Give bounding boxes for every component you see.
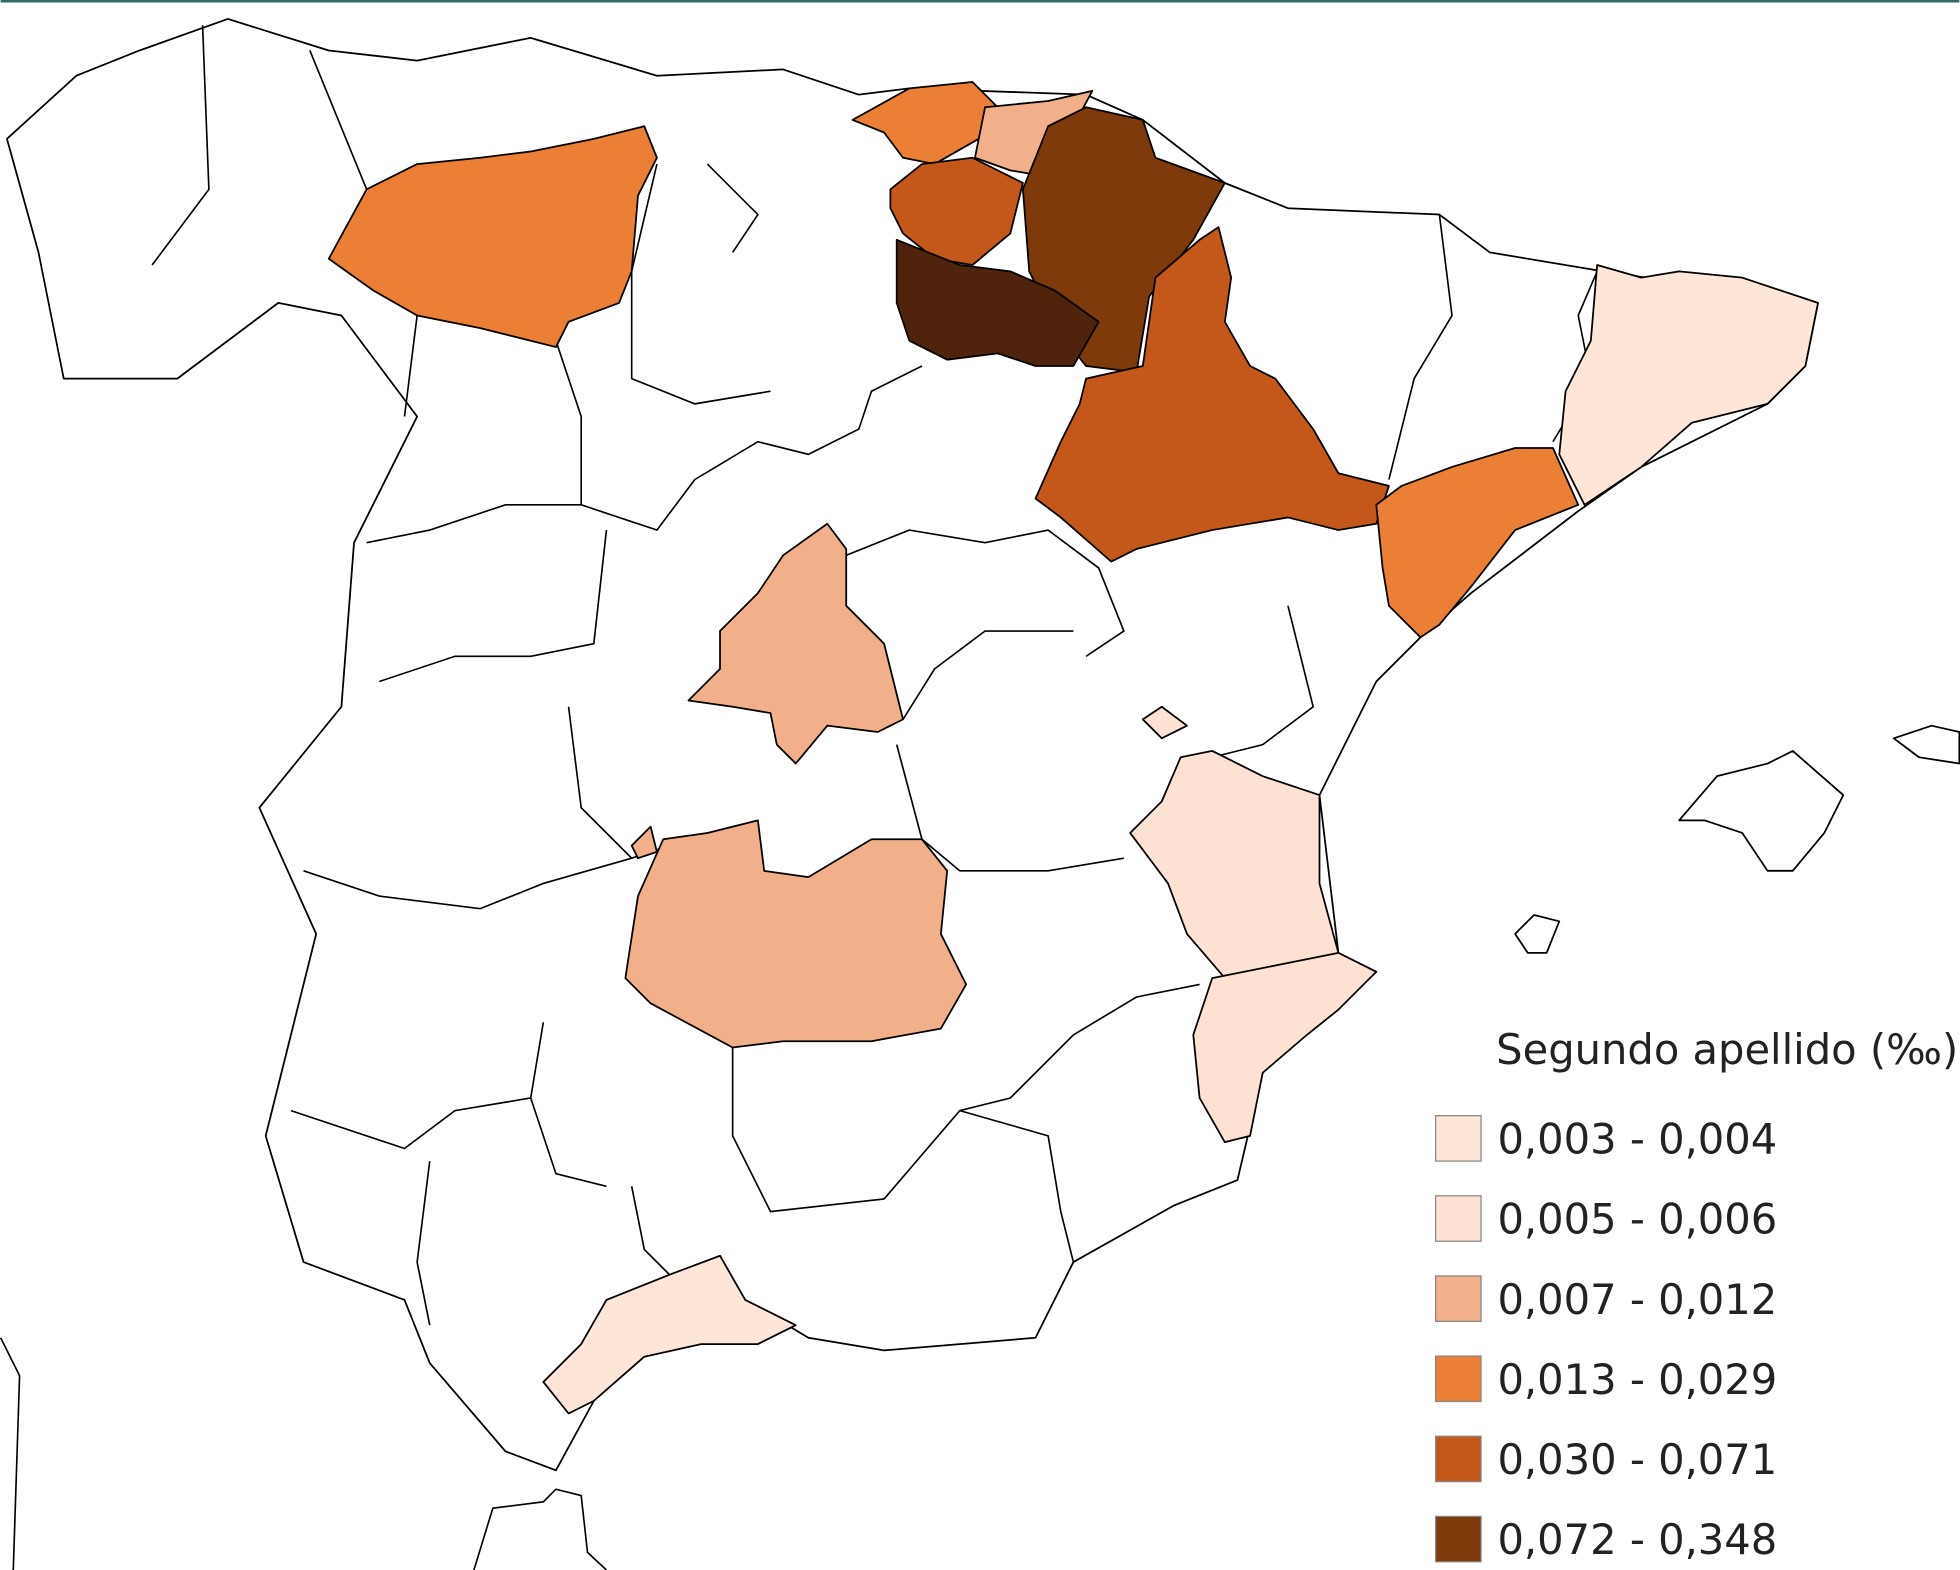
legend-label: 0,030 - 0,071 xyxy=(1497,1435,1777,1484)
legend-swatch xyxy=(1434,1115,1482,1162)
legend-label: 0,013 - 0,029 xyxy=(1497,1355,1777,1404)
island xyxy=(1892,724,1960,765)
legend-swatch xyxy=(1434,1515,1482,1563)
province xyxy=(1558,264,1819,506)
legend-title: Segundo apellido (‰) xyxy=(1496,1025,1958,1074)
legend: Segundo apellido (‰) 0,003 - 0,004 0,005 … xyxy=(1434,1025,1958,1564)
provinces xyxy=(0,18,1960,1570)
legend-swatch xyxy=(1434,1195,1482,1242)
province xyxy=(1034,226,1390,563)
legend-label: 0,003 - 0,004 xyxy=(1497,1115,1777,1164)
legend-swatch xyxy=(1434,1435,1482,1483)
province xyxy=(889,156,1024,266)
province xyxy=(1192,951,1378,1144)
legend-label: 0,072 - 0,348 xyxy=(1497,1515,1777,1564)
legend-label: 0,007 - 0,012 xyxy=(1497,1275,1777,1324)
internal-borders xyxy=(151,25,1598,1326)
legend-swatch xyxy=(1434,1275,1482,1323)
province xyxy=(895,238,1100,367)
province xyxy=(687,522,904,765)
island xyxy=(1514,914,1561,954)
province xyxy=(624,819,968,1049)
province xyxy=(542,1254,797,1415)
coast-fragment xyxy=(0,1337,607,1570)
legend-swatch xyxy=(1434,1355,1482,1403)
province xyxy=(1141,705,1188,740)
island xyxy=(1678,750,1845,872)
top-border xyxy=(0,0,1960,3)
province xyxy=(327,125,658,348)
legend-label: 0,005 - 0,006 xyxy=(1497,1195,1777,1244)
province xyxy=(630,825,658,860)
province xyxy=(1129,750,1340,979)
province xyxy=(1375,447,1580,639)
